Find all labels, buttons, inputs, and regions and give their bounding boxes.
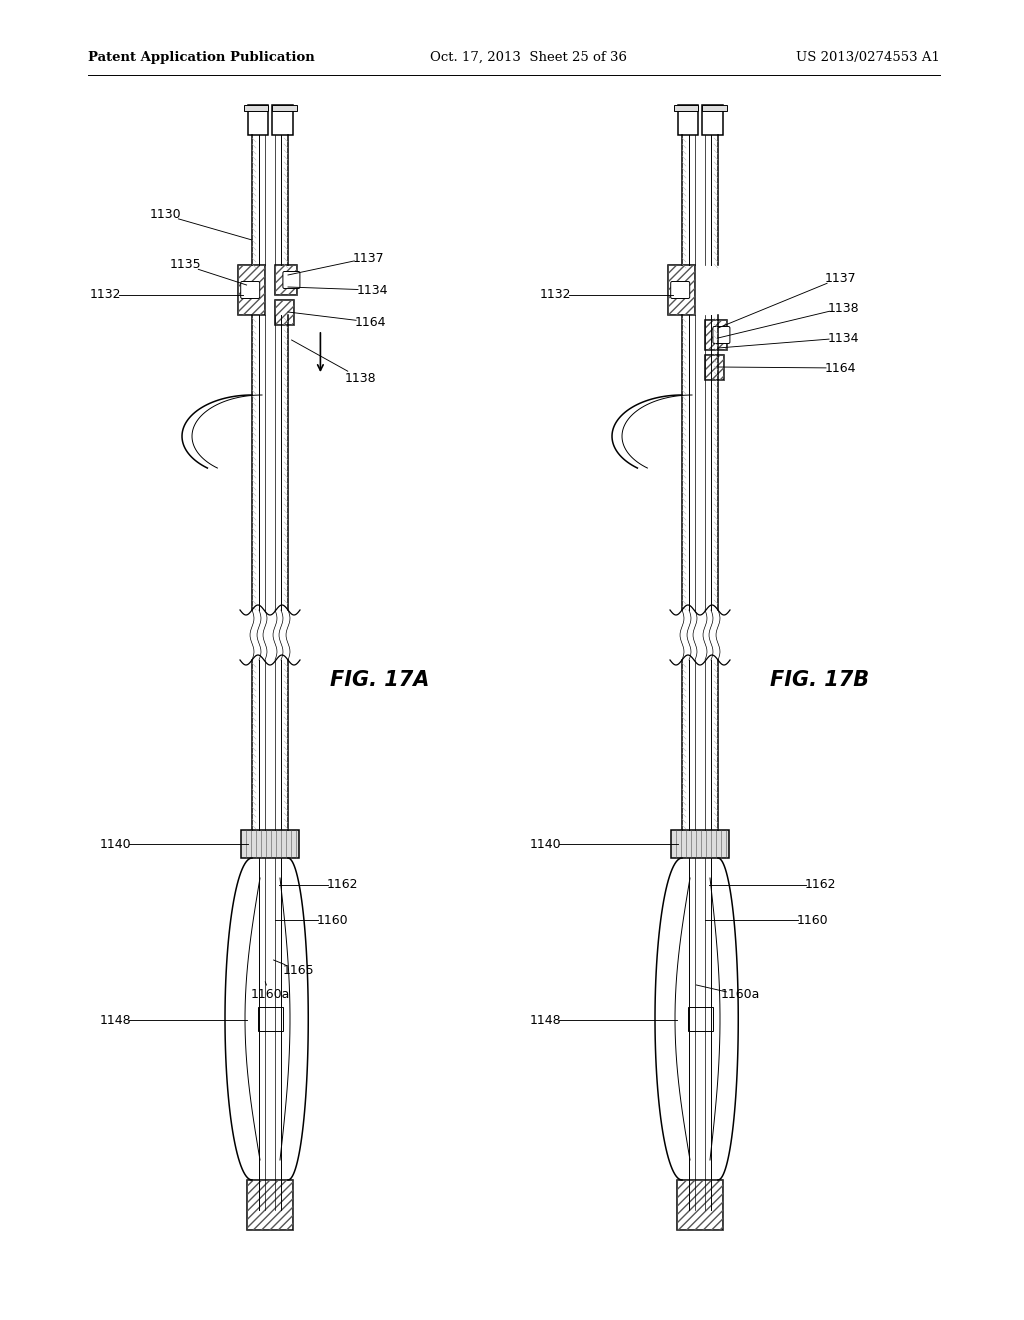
Text: 1137: 1137: [824, 272, 856, 285]
Text: 1164: 1164: [354, 315, 386, 329]
Polygon shape: [247, 1180, 294, 1230]
Text: 1160a: 1160a: [250, 989, 290, 1002]
Text: 1160: 1160: [797, 913, 827, 927]
Text: 1162: 1162: [804, 879, 836, 891]
Text: 1134: 1134: [827, 331, 859, 345]
FancyBboxPatch shape: [713, 326, 730, 343]
Polygon shape: [257, 1007, 283, 1031]
Text: 1140: 1140: [529, 837, 561, 850]
Text: 1132: 1132: [540, 289, 570, 301]
Text: Oct. 17, 2013  Sheet 25 of 36: Oct. 17, 2013 Sheet 25 of 36: [430, 50, 627, 63]
Polygon shape: [275, 300, 294, 325]
Text: 1140: 1140: [99, 837, 131, 850]
Polygon shape: [242, 830, 299, 858]
Text: 1130: 1130: [150, 209, 181, 222]
Text: 1148: 1148: [99, 1014, 131, 1027]
Text: 1148: 1148: [529, 1014, 561, 1027]
Polygon shape: [272, 106, 297, 111]
FancyBboxPatch shape: [671, 281, 690, 298]
Text: 1160: 1160: [316, 913, 348, 927]
Text: 1135: 1135: [169, 259, 201, 272]
Polygon shape: [687, 1007, 713, 1031]
Polygon shape: [244, 106, 268, 111]
Polygon shape: [671, 830, 729, 858]
Text: 1138: 1138: [344, 371, 376, 384]
Polygon shape: [275, 265, 297, 294]
Polygon shape: [272, 106, 293, 135]
Text: 1164: 1164: [824, 362, 856, 375]
Text: 1138: 1138: [827, 301, 859, 314]
Polygon shape: [238, 265, 265, 315]
Polygon shape: [702, 106, 726, 111]
Text: 1165: 1165: [283, 964, 313, 977]
Text: FIG. 17B: FIG. 17B: [770, 671, 869, 690]
Text: Patent Application Publication: Patent Application Publication: [88, 50, 314, 63]
FancyBboxPatch shape: [241, 281, 260, 298]
Polygon shape: [705, 319, 727, 350]
FancyBboxPatch shape: [283, 272, 300, 289]
Polygon shape: [702, 106, 723, 135]
Polygon shape: [705, 355, 724, 380]
Text: 1162: 1162: [327, 879, 357, 891]
Polygon shape: [674, 106, 698, 111]
Text: 1160a: 1160a: [720, 989, 760, 1002]
Text: US 2013/0274553 A1: US 2013/0274553 A1: [796, 50, 940, 63]
Text: 1137: 1137: [352, 252, 384, 264]
Polygon shape: [678, 106, 698, 135]
Text: FIG. 17A: FIG. 17A: [331, 671, 430, 690]
Text: 1132: 1132: [89, 289, 121, 301]
Polygon shape: [248, 106, 268, 135]
Polygon shape: [677, 1180, 723, 1230]
Text: 1134: 1134: [356, 284, 388, 297]
Polygon shape: [668, 265, 695, 315]
